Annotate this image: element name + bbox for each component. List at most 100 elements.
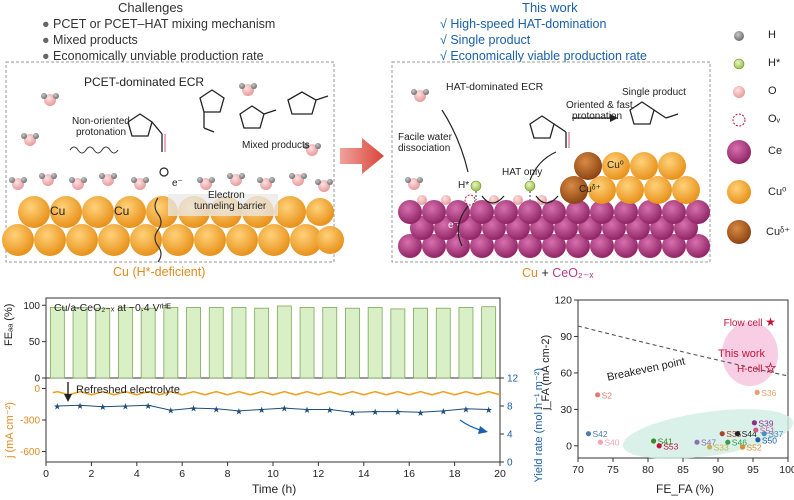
- right-electron-symbol: e⁻: [448, 220, 459, 231]
- tunneling-barrier-label: tunneling barrier: [194, 201, 267, 212]
- challenge-item: ● Mixed products: [42, 33, 138, 47]
- legend-cu0-label: Cu⁰: [768, 186, 787, 198]
- left-panel-frame: [5, 61, 335, 263]
- yield-rate-point: ★: [99, 402, 107, 412]
- fe-bar: [49, 307, 65, 379]
- single-product-label: Single product: [622, 87, 686, 98]
- fe-bar: [481, 306, 497, 379]
- j-tick-label: 0: [34, 384, 40, 395]
- h-star-label: H*: [458, 180, 470, 191]
- literature-point: [585, 431, 592, 437]
- right-panel-title: HAT-dominated ECR: [446, 81, 544, 93]
- thiswork-list: √ High-speed HAT-domination √ Single pro…: [440, 17, 647, 65]
- single-product-molecule: [629, 101, 679, 125]
- fe-bar: [299, 307, 315, 379]
- thiswork-item: √ Single product: [440, 33, 531, 47]
- right-surface-oxygen: [417, 195, 547, 205]
- right-water-molecules: [405, 89, 429, 190]
- yield-rate-point: ★: [258, 405, 266, 415]
- this-work-label: This work: [718, 348, 766, 360]
- right-cu-cluster: [560, 152, 700, 204]
- facile-water-label: Facile water: [398, 132, 452, 143]
- legend-ov-label: Oᵥ: [768, 113, 781, 125]
- scatter-x-tick-label: 95: [747, 464, 759, 476]
- x-tick-label: 8: [225, 468, 231, 480]
- legend-o-marker: [733, 86, 745, 98]
- yield-axis-pointer-head: [478, 426, 488, 434]
- fe-ylabel: FEₐₐ (%): [3, 303, 15, 346]
- fe-bar: [186, 307, 201, 379]
- fe-tick-label: 0: [34, 374, 40, 385]
- fe-bar: [163, 307, 179, 379]
- yield-rate-point: ★: [212, 404, 220, 414]
- hat-only-label: HAT only: [502, 167, 543, 178]
- x-tick-label: 10: [267, 468, 279, 480]
- cud-label: Cuᵟ⁺: [579, 184, 601, 195]
- dissociation-label: dissociation: [398, 143, 451, 154]
- literature-point: [725, 439, 731, 445]
- legend-h-marker: [734, 31, 744, 41]
- literature-point: [719, 431, 725, 437]
- electron-label: Electron: [208, 190, 245, 201]
- literature-point: [739, 444, 746, 450]
- scatter-y-tick-label: 30: [560, 404, 572, 416]
- x-tick-label: 0: [43, 468, 49, 480]
- yield-rate-point: ★: [190, 404, 198, 414]
- refresh-arrow-head: [64, 394, 72, 402]
- literature-point: [597, 439, 603, 445]
- this-work-point-label: Flow cell: [724, 318, 763, 329]
- h-star-atom: [524, 180, 536, 192]
- this-work-point: ★: [765, 361, 776, 375]
- challenge-item: ● PCET or PCET–HAT mixing mechanism: [42, 17, 276, 31]
- legend-cud-label: Cuᵟ⁺: [766, 226, 791, 238]
- literature-point: [753, 427, 759, 433]
- scatter-x-tick-label: 85: [677, 464, 689, 476]
- challenges-title: Challenges: [118, 0, 184, 15]
- scatter-x-tick-label: 100: [779, 464, 794, 476]
- literature-point-label: S40: [604, 438, 619, 448]
- literature-point-label: S51: [760, 426, 775, 436]
- stability-chart: ★ ★ ★ ★ ★ ★ ★ ★ ★ ★ ★ ★ ★ ★ ★ ★ ★ ★ ★ ★ 0 2 4 6 8 10 12 14 16 18 20 10…: [20, 297, 519, 480]
- yield-rate-point: ★: [76, 401, 84, 411]
- yield-rate-point: ★: [303, 405, 311, 415]
- yield-rate-point: ★: [167, 406, 175, 416]
- fe-bar: [276, 305, 292, 379]
- right-panel-frame: [391, 61, 711, 263]
- this-work-point-label: H-cell: [737, 364, 763, 375]
- literature-point: [694, 439, 700, 445]
- yield-rate-point: ★: [462, 404, 470, 414]
- fe-bar: [254, 307, 270, 379]
- literature-point-label: S42: [593, 429, 608, 439]
- fe-bar: [390, 308, 406, 379]
- fe-bar: [413, 307, 428, 379]
- h-star-atom: [470, 180, 482, 192]
- yield-rate-point: ★: [144, 401, 152, 411]
- literature-region: [622, 409, 794, 459]
- literature-point: [656, 443, 662, 449]
- literature-point-label: S2: [602, 390, 613, 400]
- cu-label-1: Cu: [50, 204, 66, 218]
- literature-point-label: S52: [747, 443, 762, 453]
- legend-o-label: O: [768, 85, 777, 97]
- x-tick-label: 4: [134, 468, 140, 480]
- left-water-molecules: [9, 83, 333, 192]
- oriented-protonation-label: protonation: [572, 111, 623, 122]
- fe-bar: [435, 307, 451, 379]
- chart1-annotation: Cu/a-CeO₂₋ₓ at −0.4 Vʳᴴᴱ: [54, 302, 171, 314]
- left-cu-bottom-layer: [2, 224, 344, 256]
- literature-point: [595, 392, 601, 398]
- yield-tick-label: 8: [507, 402, 513, 413]
- scatter-y-tick-label: 0: [566, 440, 572, 452]
- this-work-region: [722, 322, 778, 386]
- scatter-x-tick-label: 90: [712, 464, 724, 476]
- j-ylabel: j (mA cm⁻²): [4, 402, 16, 458]
- left-product-1: [199, 89, 225, 133]
- fe-bar: [322, 307, 338, 379]
- scatter-x-tick-label: 75: [607, 464, 619, 476]
- legend-ov-marker: [732, 113, 746, 127]
- literature-point-label: S53: [663, 441, 678, 451]
- literature-point-label: S46: [732, 438, 747, 448]
- left-panel-title: PCET-dominated ECR: [84, 75, 205, 89]
- fe-bar: [140, 307, 156, 379]
- refreshed-electrolyte-label: Refreshed electrolyte: [76, 384, 180, 396]
